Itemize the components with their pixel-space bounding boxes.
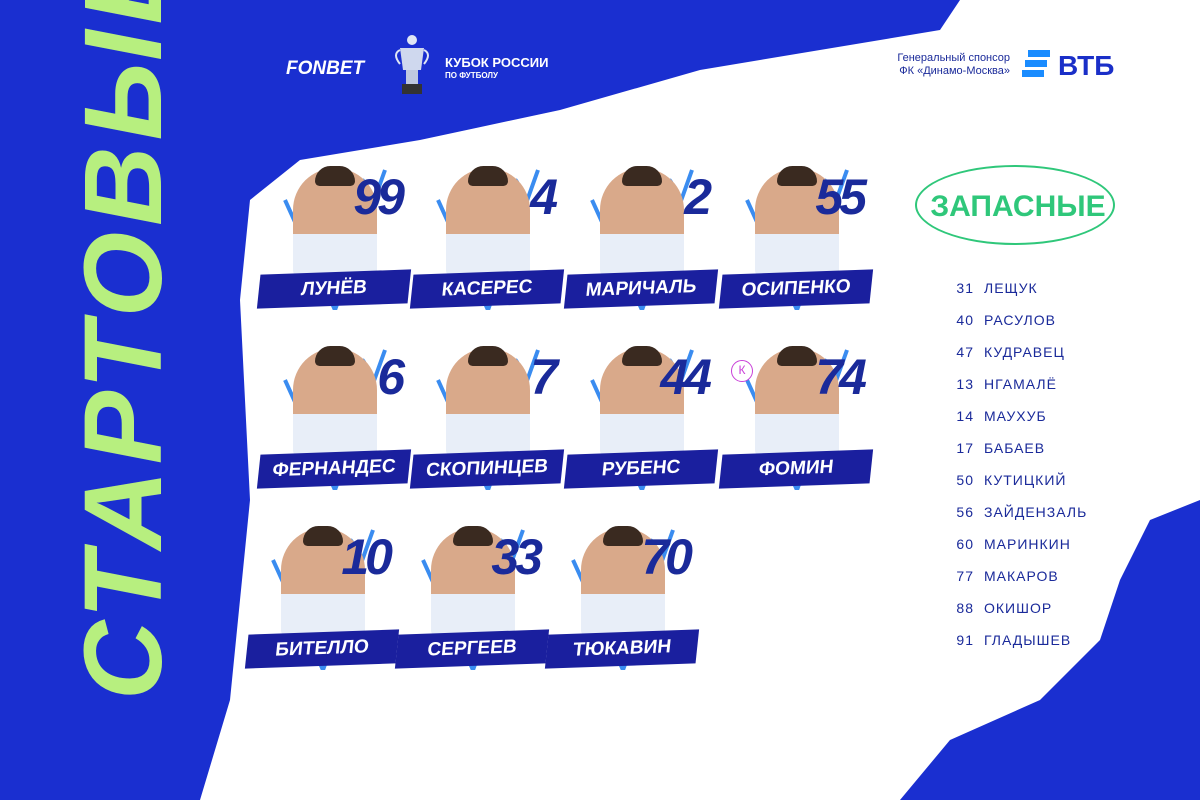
club-label: ФК «Динамо-Москва» <box>899 65 1010 77</box>
player-name: СКОПИНЦЕВ <box>409 449 565 489</box>
sub-row: 56 ЗАЙДЕНЗАЛЬ <box>940 504 1140 536</box>
general-sponsor-text: Генеральный спонсор ФК «Динамо-Москва» <box>870 52 1010 78</box>
sub-name: ЛЕЩУК <box>984 280 1038 296</box>
player-name: ФЕРНАНДЕС <box>256 449 412 489</box>
player-number: 55 <box>815 169 867 225</box>
sub-name: ОКИШОР <box>984 600 1053 616</box>
sub-number: 47 <box>956 344 974 360</box>
sub-name: ГЛАДЫШЕВ <box>984 632 1072 648</box>
player-number: 10 <box>341 529 393 585</box>
player-photo <box>446 346 530 458</box>
sub-row: 50 КУТИЦКИЙ <box>940 472 1140 504</box>
sub-number: 88 <box>956 600 974 616</box>
sub-number: 31 <box>956 280 974 296</box>
sub-number: 91 <box>956 632 974 648</box>
sub-number: 60 <box>956 536 974 552</box>
player-photo <box>281 526 365 638</box>
player-photo <box>755 166 839 278</box>
vtb-logo: ВТБ <box>1058 50 1115 81</box>
player-photo <box>600 166 684 278</box>
sub-row: 47 КУДРАВЕЦ <box>940 344 1140 376</box>
captain-badge: К <box>731 360 753 382</box>
player-card: 4 КАСЕРЕС <box>409 160 565 310</box>
subs-title: ЗАПАСНЫЕ <box>930 190 1106 223</box>
player-card: 33 СЕРГЕЕВ <box>394 520 550 670</box>
sub-number: 77 <box>956 568 974 584</box>
player-number: 7 <box>530 349 558 405</box>
player-card: 55 ОСИПЕНКО <box>718 160 874 310</box>
player-photo <box>431 526 515 638</box>
sub-row: 77 МАКАРОВ <box>940 568 1140 600</box>
sub-name: НГАМАЛЁ <box>984 376 1057 392</box>
player-number: 2 <box>684 169 712 225</box>
sub-name: МАУХУБ <box>984 408 1047 424</box>
cup-subtitle: ПО ФУТБОЛУ <box>445 71 498 80</box>
player-number: 33 <box>491 529 543 585</box>
sub-name: БАБАЕВ <box>984 440 1046 456</box>
player-photo <box>755 346 839 458</box>
player-card: 6 ФЕРНАНДЕС <box>256 340 412 490</box>
sub-name: МАРИНКИН <box>984 536 1071 552</box>
player-card: 2 МАРИЧАЛЬ <box>563 160 719 310</box>
player-name: ОСИПЕНКО <box>718 269 874 309</box>
vtb-logo-icon <box>1022 50 1050 77</box>
sub-number: 17 <box>956 440 974 456</box>
sub-name: РАСУЛОВ <box>984 312 1056 328</box>
sub-number: 50 <box>956 472 974 488</box>
cup-title: КУБОК РОССИИ <box>445 55 549 70</box>
player-number: 4 <box>530 169 558 225</box>
player-name: МАРИЧАЛЬ <box>563 269 719 309</box>
sub-name: КУТИЦКИЙ <box>984 472 1067 488</box>
sub-number: 13 <box>956 376 974 392</box>
sub-row: 88 ОКИШОР <box>940 600 1140 632</box>
player-name: БИТЕЛЛО <box>244 629 400 669</box>
sub-row: 14 МАУХУБ <box>940 408 1140 440</box>
starters-title: СТАРТОВЫЕ <box>62 0 185 700</box>
player-card: 74 ФОМИН <box>718 340 874 490</box>
player-card: 10 БИТЕЛЛО <box>244 520 400 670</box>
sub-name: ЗАЙДЕНЗАЛЬ <box>984 504 1088 520</box>
player-number: 99 <box>353 169 405 225</box>
sub-row: 91 ГЛАДЫШЕВ <box>940 632 1140 664</box>
sub-number: 40 <box>956 312 974 328</box>
player-number: 74 <box>815 349 867 405</box>
player-card: 99 ЛУНЁВ <box>256 160 412 310</box>
player-number: 44 <box>660 349 712 405</box>
sub-number: 14 <box>956 408 974 424</box>
sub-name: МАКАРОВ <box>984 568 1059 584</box>
player-card: 70 ТЮКАВИН <box>544 520 700 670</box>
player-name: ТЮКАВИН <box>544 629 700 669</box>
player-photo <box>293 166 377 278</box>
trophy-icon <box>395 35 429 94</box>
player-card: 7 СКОПИНЦЕВ <box>409 340 565 490</box>
player-photo <box>446 166 530 278</box>
sub-row: 40 РАСУЛОВ <box>940 312 1140 344</box>
subs-title-ring <box>915 165 1115 245</box>
sponsor-label: Генеральный спонсор <box>897 52 1010 64</box>
player-number: 6 <box>377 349 405 405</box>
player-photo <box>293 346 377 458</box>
player-number: 70 <box>641 529 693 585</box>
sub-row: 31 ЛЕЩУК <box>940 280 1140 312</box>
sub-number: 56 <box>956 504 974 520</box>
sub-name: КУДРАВЕЦ <box>984 344 1065 360</box>
player-photo <box>581 526 665 638</box>
sub-row: 13 НГАМАЛЁ <box>940 376 1140 408</box>
player-name: КАСЕРЕС <box>409 269 565 309</box>
sub-row: 60 МАРИНКИН <box>940 536 1140 568</box>
subs-list: 31 ЛЕЩУК 40 РАСУЛОВ 47 КУДРАВЕЦ 13 НГАМАЛЁ 14 МАУ… <box>940 280 1140 664</box>
player-name: РУБЕНС <box>563 449 719 489</box>
player-photo <box>600 346 684 458</box>
sub-row: 17 БАБАЕВ <box>940 440 1140 472</box>
player-name: ФОМИН <box>718 449 874 489</box>
player-card: 44 РУБЕНС <box>563 340 719 490</box>
player-name: СЕРГЕЕВ <box>394 629 550 669</box>
player-name: ЛУНЁВ <box>256 269 412 309</box>
fonbet-logo: FONBET <box>286 58 365 79</box>
